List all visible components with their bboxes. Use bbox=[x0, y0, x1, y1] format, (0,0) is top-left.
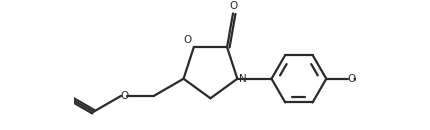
Text: O: O bbox=[347, 74, 356, 84]
Text: O: O bbox=[120, 91, 129, 101]
Text: O: O bbox=[229, 1, 237, 11]
Text: O: O bbox=[184, 35, 192, 45]
Text: N: N bbox=[239, 74, 247, 84]
